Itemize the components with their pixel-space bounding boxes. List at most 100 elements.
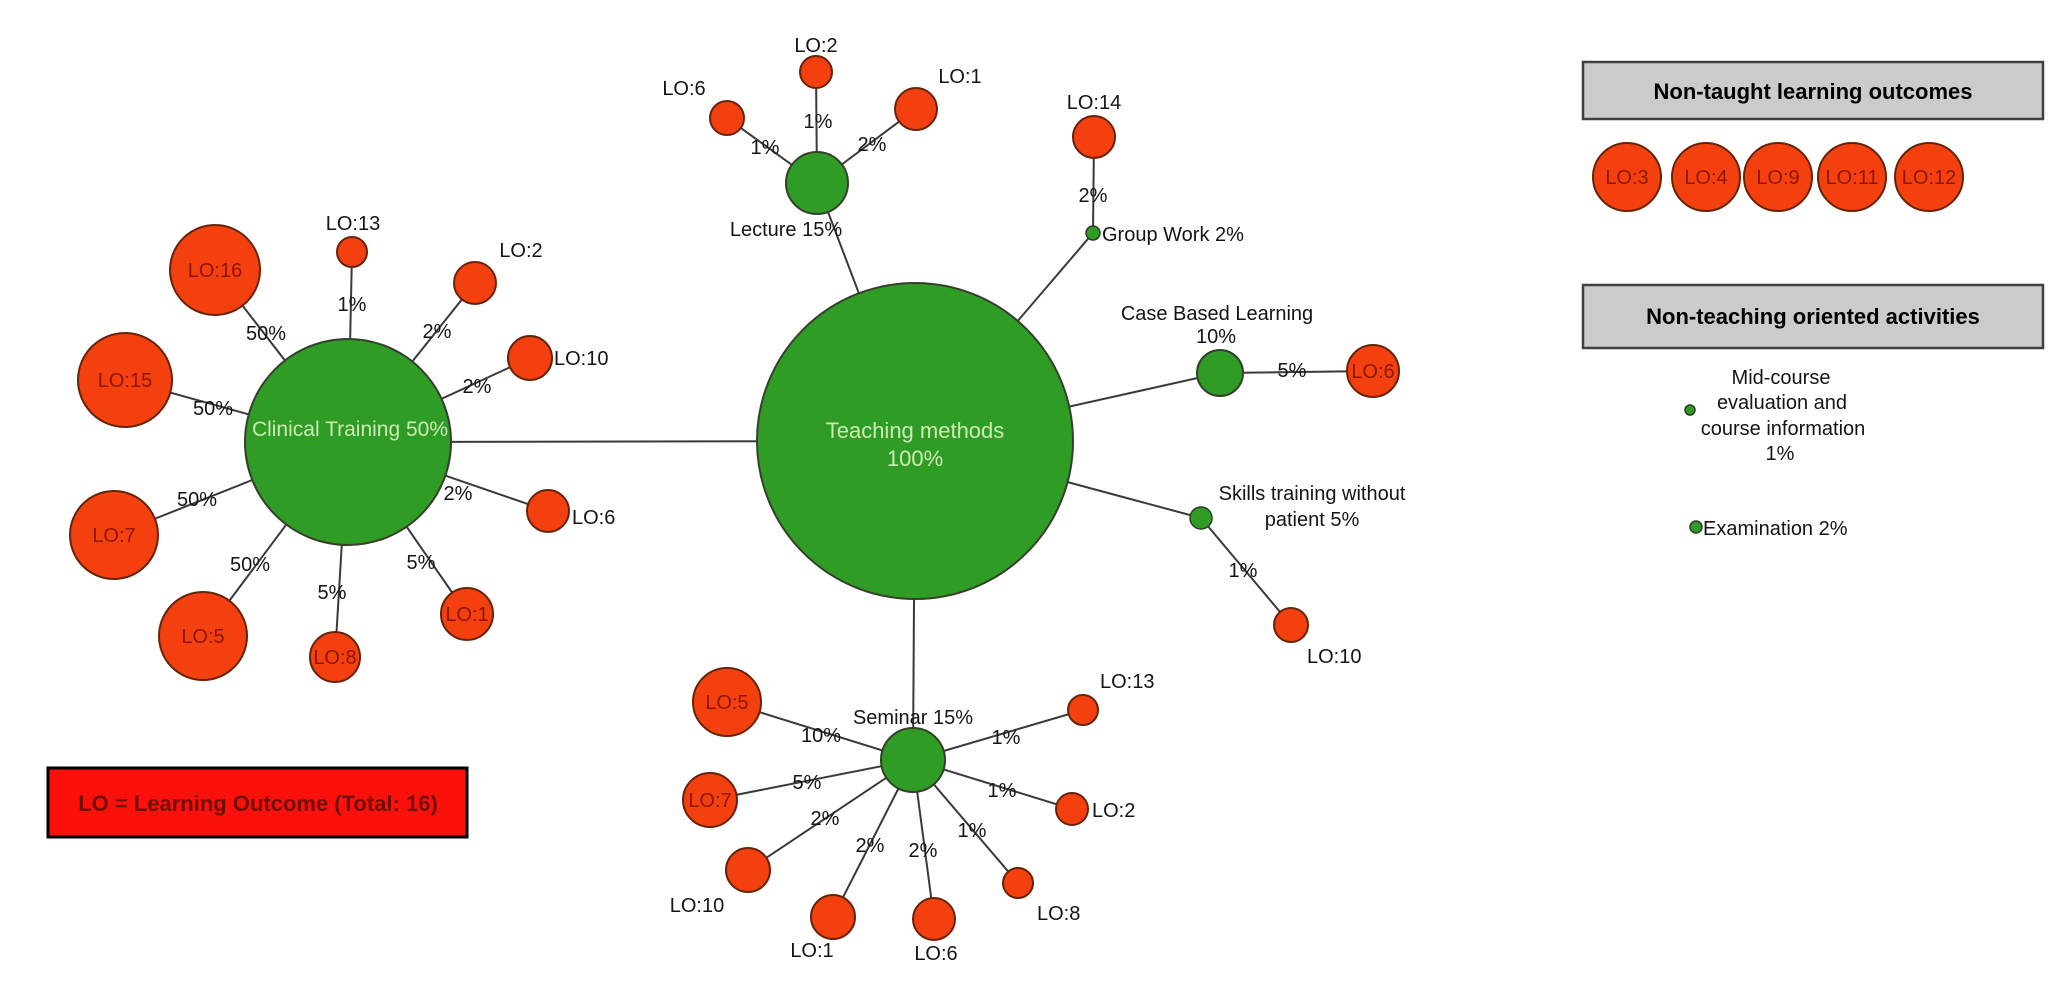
lo-label: LO:10 <box>554 348 608 370</box>
midcourse-label-line4: 1% <box>1766 443 1795 465</box>
node-lecture-lo6 <box>709 100 745 136</box>
lo-label: LO:11 <box>1826 167 1879 189</box>
lo-label: LO:13 <box>1100 671 1154 693</box>
lo-label: LO:9 <box>1756 167 1799 189</box>
midcourse-label-line3: course information <box>1701 418 1866 440</box>
seminar-label: Seminar 15% <box>853 707 973 729</box>
pct-label: 1% <box>992 727 1021 749</box>
pct-label: 2% <box>856 835 885 857</box>
lo-label: LO:10 <box>1307 646 1361 668</box>
edge-seminar-lo7 <box>709 759 914 801</box>
pct-label: 2% <box>909 840 938 862</box>
non-taught-panel: Non-taught learning outcomes LO:3 LO:4 L… <box>1581 60 2045 212</box>
node-nontaught-lo11 <box>1817 142 1887 212</box>
node-seminar-lo5 <box>692 667 762 737</box>
group-work-label: Group Work 2% <box>1102 224 1244 246</box>
lo-label: LO:6 <box>914 943 957 965</box>
lo-label: LO:10 <box>670 895 724 917</box>
non-teaching-header-title: Non-teaching oriented activities <box>1646 304 1980 329</box>
node-nontaught-lo12 <box>1894 142 1964 212</box>
edge-seminar-lo10 <box>747 759 914 871</box>
node-clinical-lo13 <box>336 236 368 268</box>
pct-label: 2% <box>858 134 887 156</box>
pct-label: 2% <box>423 321 452 343</box>
node-clinical-lo1 <box>440 587 494 641</box>
non-taught-header-title: Non-taught learning outcomes <box>1654 79 1973 104</box>
lo-label: LO:8 <box>313 647 356 669</box>
clinical-training-label: Clinical Training 50% <box>252 418 448 441</box>
node-seminar-lo1 <box>810 894 856 940</box>
examination-label: Examination 2% <box>1703 518 1848 540</box>
node-group-work <box>1085 225 1101 241</box>
legend-box <box>46 766 469 839</box>
lecture-label: Lecture 15% <box>730 219 843 241</box>
node-examination <box>1689 520 1703 534</box>
teaching-methods-label-line1: Teaching methods <box>826 418 1005 443</box>
pct-label: 5% <box>318 582 347 604</box>
pct-label: 50% <box>193 398 233 420</box>
pct-label: 2% <box>463 376 492 398</box>
skills-label-line2: patient 5% <box>1265 509 1360 531</box>
node-seminar-lo7 <box>682 772 738 828</box>
lo-label: LO:2 <box>499 240 542 262</box>
lo-label: LO:16 <box>188 260 242 282</box>
non-taught-header-box <box>1581 60 2045 121</box>
node-seminar-lo13 <box>1067 694 1099 726</box>
node-clinical-lo5 <box>158 591 248 681</box>
node-seminar-lo10 <box>725 847 771 893</box>
node-seminar-lo8 <box>1002 867 1034 899</box>
lo-label: LO:2 <box>794 35 837 57</box>
skills-label-line1: Skills training without <box>1219 483 1406 505</box>
node-groupwork-lo14 <box>1072 115 1116 159</box>
lo-label: LO:14 <box>1067 92 1121 114</box>
lo-label: LO:1 <box>938 66 981 88</box>
lo-label: LO:2 <box>1092 800 1135 822</box>
pct-label: 1% <box>804 111 833 133</box>
node-seminar <box>880 727 946 793</box>
node-skills-lo10 <box>1273 607 1309 643</box>
pct-label: 1% <box>958 820 987 842</box>
pct-label: 2% <box>444 483 473 505</box>
pct-label: 1% <box>338 294 367 316</box>
pct-label: 5% <box>793 772 822 794</box>
edge-skills-lo10 <box>1200 517 1292 626</box>
pct-label: 2% <box>811 808 840 830</box>
node-nontaught-lo3 <box>1592 142 1662 212</box>
lo-label: LO:7 <box>688 790 731 812</box>
lo-label: LO:5 <box>705 692 748 714</box>
lo-label: LO:6 <box>662 78 705 100</box>
pct-label: 50% <box>177 489 217 511</box>
lo-label: LO:6 <box>572 507 615 529</box>
lo-label: LO:6 <box>1351 361 1394 383</box>
pct-label: 1% <box>988 780 1017 802</box>
node-lecture <box>785 151 849 215</box>
lo-label: LO:3 <box>1605 167 1648 189</box>
pct-label: 1% <box>751 137 780 159</box>
legend: LO = Learning Outcome (Total: 16) <box>46 766 469 839</box>
lo-label: LO:5 <box>181 626 224 648</box>
midcourse-label-line1: Mid-course <box>1732 367 1831 389</box>
node-case-based-learning <box>1196 349 1244 397</box>
node-clinical-lo6 <box>526 489 570 533</box>
teaching-methods-label-line2: 100% <box>887 446 943 471</box>
node-lecture-lo2 <box>799 55 833 89</box>
node-skills-training <box>1189 506 1213 530</box>
legend-label: LO = Learning Outcome (Total: 16) <box>78 791 438 816</box>
node-clinical-lo7 <box>69 490 159 580</box>
lo-label: LO:8 <box>1037 903 1080 925</box>
lo-label: LO:15 <box>98 370 152 392</box>
node-clinical-lo8 <box>309 631 361 683</box>
pct-label: 50% <box>246 323 286 345</box>
node-clinical-lo15 <box>77 332 173 428</box>
midcourse-label-line2: evaluation and <box>1717 392 1847 414</box>
node-clinical-lo16 <box>169 224 261 316</box>
pct-label: 2% <box>1079 185 1108 207</box>
node-lecture-lo1 <box>894 87 938 131</box>
node-nontaught-lo9 <box>1743 142 1813 212</box>
node-seminar-lo6 <box>912 897 956 941</box>
node-clinical-lo2 <box>453 261 497 305</box>
non-teaching-panel: Non-teaching oriented activities Mid-cou… <box>1581 283 2045 540</box>
node-clinical-training <box>244 338 452 546</box>
pct-label: 10% <box>801 725 841 747</box>
